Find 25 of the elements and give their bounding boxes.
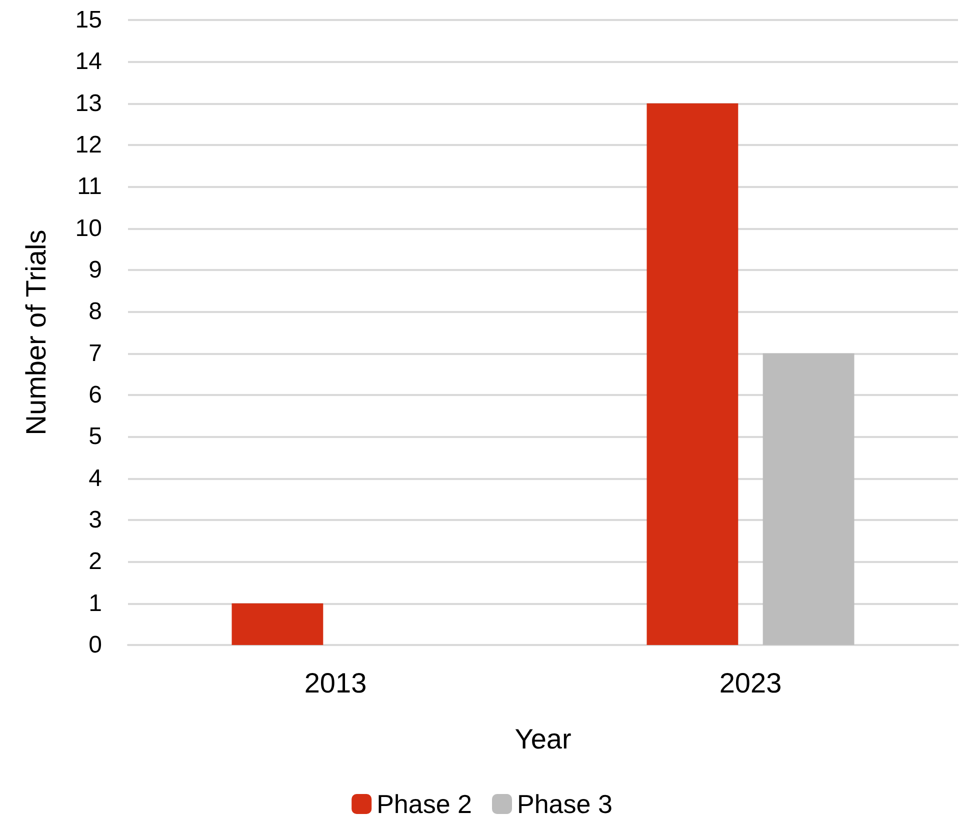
x-tick-label: 2023 — [719, 668, 782, 698]
legend-label: Phase 3 — [517, 789, 612, 819]
y-tick-label: 8 — [88, 298, 102, 326]
y-tick-label: 15 — [75, 6, 102, 34]
y-tick-label: 0 — [88, 632, 102, 658]
y-tick-label: 3 — [88, 506, 102, 534]
y-tick-label: 7 — [88, 340, 102, 367]
y-tick-label: 13 — [75, 90, 102, 117]
y-tick-label: 11 — [77, 173, 102, 200]
y-tick-label: 14 — [75, 48, 102, 76]
y-tick-label: 6 — [88, 382, 102, 408]
legend-label: Phase 2 — [376, 789, 472, 819]
y-tick-label: 5 — [88, 423, 102, 450]
y-tick-label: 2 — [88, 548, 102, 576]
bar — [762, 353, 854, 645]
y-tick-label: 1 — [88, 590, 102, 617]
y-tick-label: 9 — [88, 256, 102, 284]
y-tick-label: 4 — [88, 464, 102, 492]
y-tick-label: 12 — [75, 132, 102, 158]
y-axis-title: Number of Trials — [20, 230, 52, 436]
bar — [232, 603, 324, 645]
x-axis-title: Year — [514, 724, 572, 754]
bar — [646, 103, 738, 645]
x-tick-label: 2013 — [304, 668, 367, 698]
y-tick-label: 10 — [75, 214, 102, 242]
